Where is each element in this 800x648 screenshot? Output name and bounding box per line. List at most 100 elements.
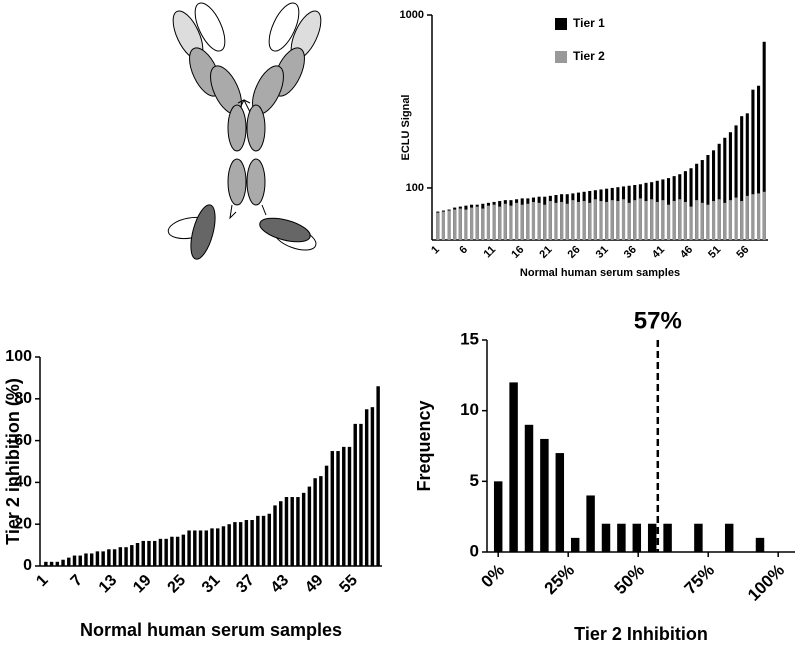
bar xyxy=(740,116,744,240)
bar xyxy=(61,559,65,566)
bar xyxy=(700,202,704,240)
bar xyxy=(543,204,547,240)
bar xyxy=(757,85,761,240)
bar xyxy=(261,515,266,566)
bar xyxy=(503,203,507,240)
bar xyxy=(492,204,496,240)
bar xyxy=(576,201,581,240)
bar xyxy=(67,557,71,566)
bar xyxy=(453,209,457,240)
histogram-bar xyxy=(493,481,503,552)
bar xyxy=(170,536,174,566)
bar xyxy=(347,446,352,566)
x-tick-label: 31 xyxy=(594,244,611,261)
bar xyxy=(330,451,335,566)
bar xyxy=(616,201,620,240)
bar xyxy=(582,201,586,240)
bar xyxy=(633,200,637,240)
x-axis-label: Tier 2 Inhibition xyxy=(574,624,708,644)
histogram-bar xyxy=(570,537,580,552)
y-tick-label: 15 xyxy=(460,329,479,348)
histogram-bar xyxy=(647,523,657,552)
bar xyxy=(244,520,249,566)
histogram-bar xyxy=(663,523,672,552)
bar xyxy=(745,195,749,240)
x-tick-label: 41 xyxy=(650,244,667,261)
bar xyxy=(250,520,254,566)
bar xyxy=(560,201,564,240)
y-axis-label: ECLU Signal xyxy=(400,94,412,160)
bar xyxy=(279,501,283,566)
bar xyxy=(644,201,648,240)
bar xyxy=(728,200,732,240)
bar xyxy=(509,205,513,240)
bar xyxy=(107,549,111,566)
bar xyxy=(627,202,631,240)
histogram-bar xyxy=(586,495,595,552)
bar xyxy=(210,528,214,566)
y-axis-label: Tier 2 inhibition (%) xyxy=(3,378,23,545)
bar xyxy=(678,199,682,240)
bar xyxy=(336,451,340,566)
bar xyxy=(740,201,744,240)
bar xyxy=(655,201,659,240)
y-tick-label: 100 xyxy=(5,348,32,365)
bar xyxy=(147,540,151,566)
bar xyxy=(238,522,243,566)
x-tick-label: 37 xyxy=(233,572,258,597)
bar xyxy=(458,208,462,240)
bar xyxy=(711,150,716,240)
bar xyxy=(689,206,693,240)
x-tick-label: 49 xyxy=(302,572,327,597)
bar xyxy=(84,553,88,566)
y-tick-label: 10 xyxy=(460,400,479,419)
bar xyxy=(751,194,755,240)
bar xyxy=(621,199,626,240)
bar xyxy=(342,446,346,566)
histogram-bar xyxy=(632,523,642,552)
x-axis-label: Normal human serum samples xyxy=(80,620,342,640)
bar xyxy=(204,530,208,566)
bar xyxy=(464,209,468,240)
x-tick-label: 26 xyxy=(566,244,583,261)
bar xyxy=(745,113,749,240)
x-tick-label: 6 xyxy=(457,244,470,257)
x-tick-label: 43 xyxy=(268,572,293,597)
bar xyxy=(762,191,766,240)
y-tick-label: 0 xyxy=(470,541,479,560)
bar xyxy=(695,200,699,240)
bar xyxy=(706,204,710,240)
bar xyxy=(175,536,180,566)
x-tick-label: 13 xyxy=(96,572,121,597)
y-tick-label: 5 xyxy=(470,471,479,490)
bar xyxy=(89,553,94,566)
bar xyxy=(256,515,260,566)
bar xyxy=(470,207,474,240)
bar xyxy=(78,555,82,566)
bar xyxy=(124,547,128,566)
bar xyxy=(571,200,575,240)
x-tick-label: 51 xyxy=(706,244,723,261)
y-tick-label: 1000 xyxy=(400,9,424,21)
bar xyxy=(734,125,738,240)
y-tick-label: 100 xyxy=(406,182,424,194)
x-tick-label: 25 xyxy=(165,572,190,597)
bar xyxy=(728,132,732,240)
x-tick-label: 11 xyxy=(482,244,499,261)
bar xyxy=(515,202,519,240)
bar xyxy=(436,212,440,240)
bar xyxy=(486,205,491,240)
histogram-bar xyxy=(601,523,611,552)
bar xyxy=(700,160,704,240)
x-tick-label: 100% xyxy=(744,561,788,605)
bar xyxy=(216,528,220,566)
bar xyxy=(221,526,226,566)
y-tick-label: 0 xyxy=(23,557,32,574)
bar xyxy=(610,200,614,240)
antibody-diagram xyxy=(167,2,322,260)
bar xyxy=(193,530,197,566)
bar xyxy=(49,561,54,566)
bar xyxy=(605,201,609,240)
y-tick-label: 80 xyxy=(14,390,32,407)
